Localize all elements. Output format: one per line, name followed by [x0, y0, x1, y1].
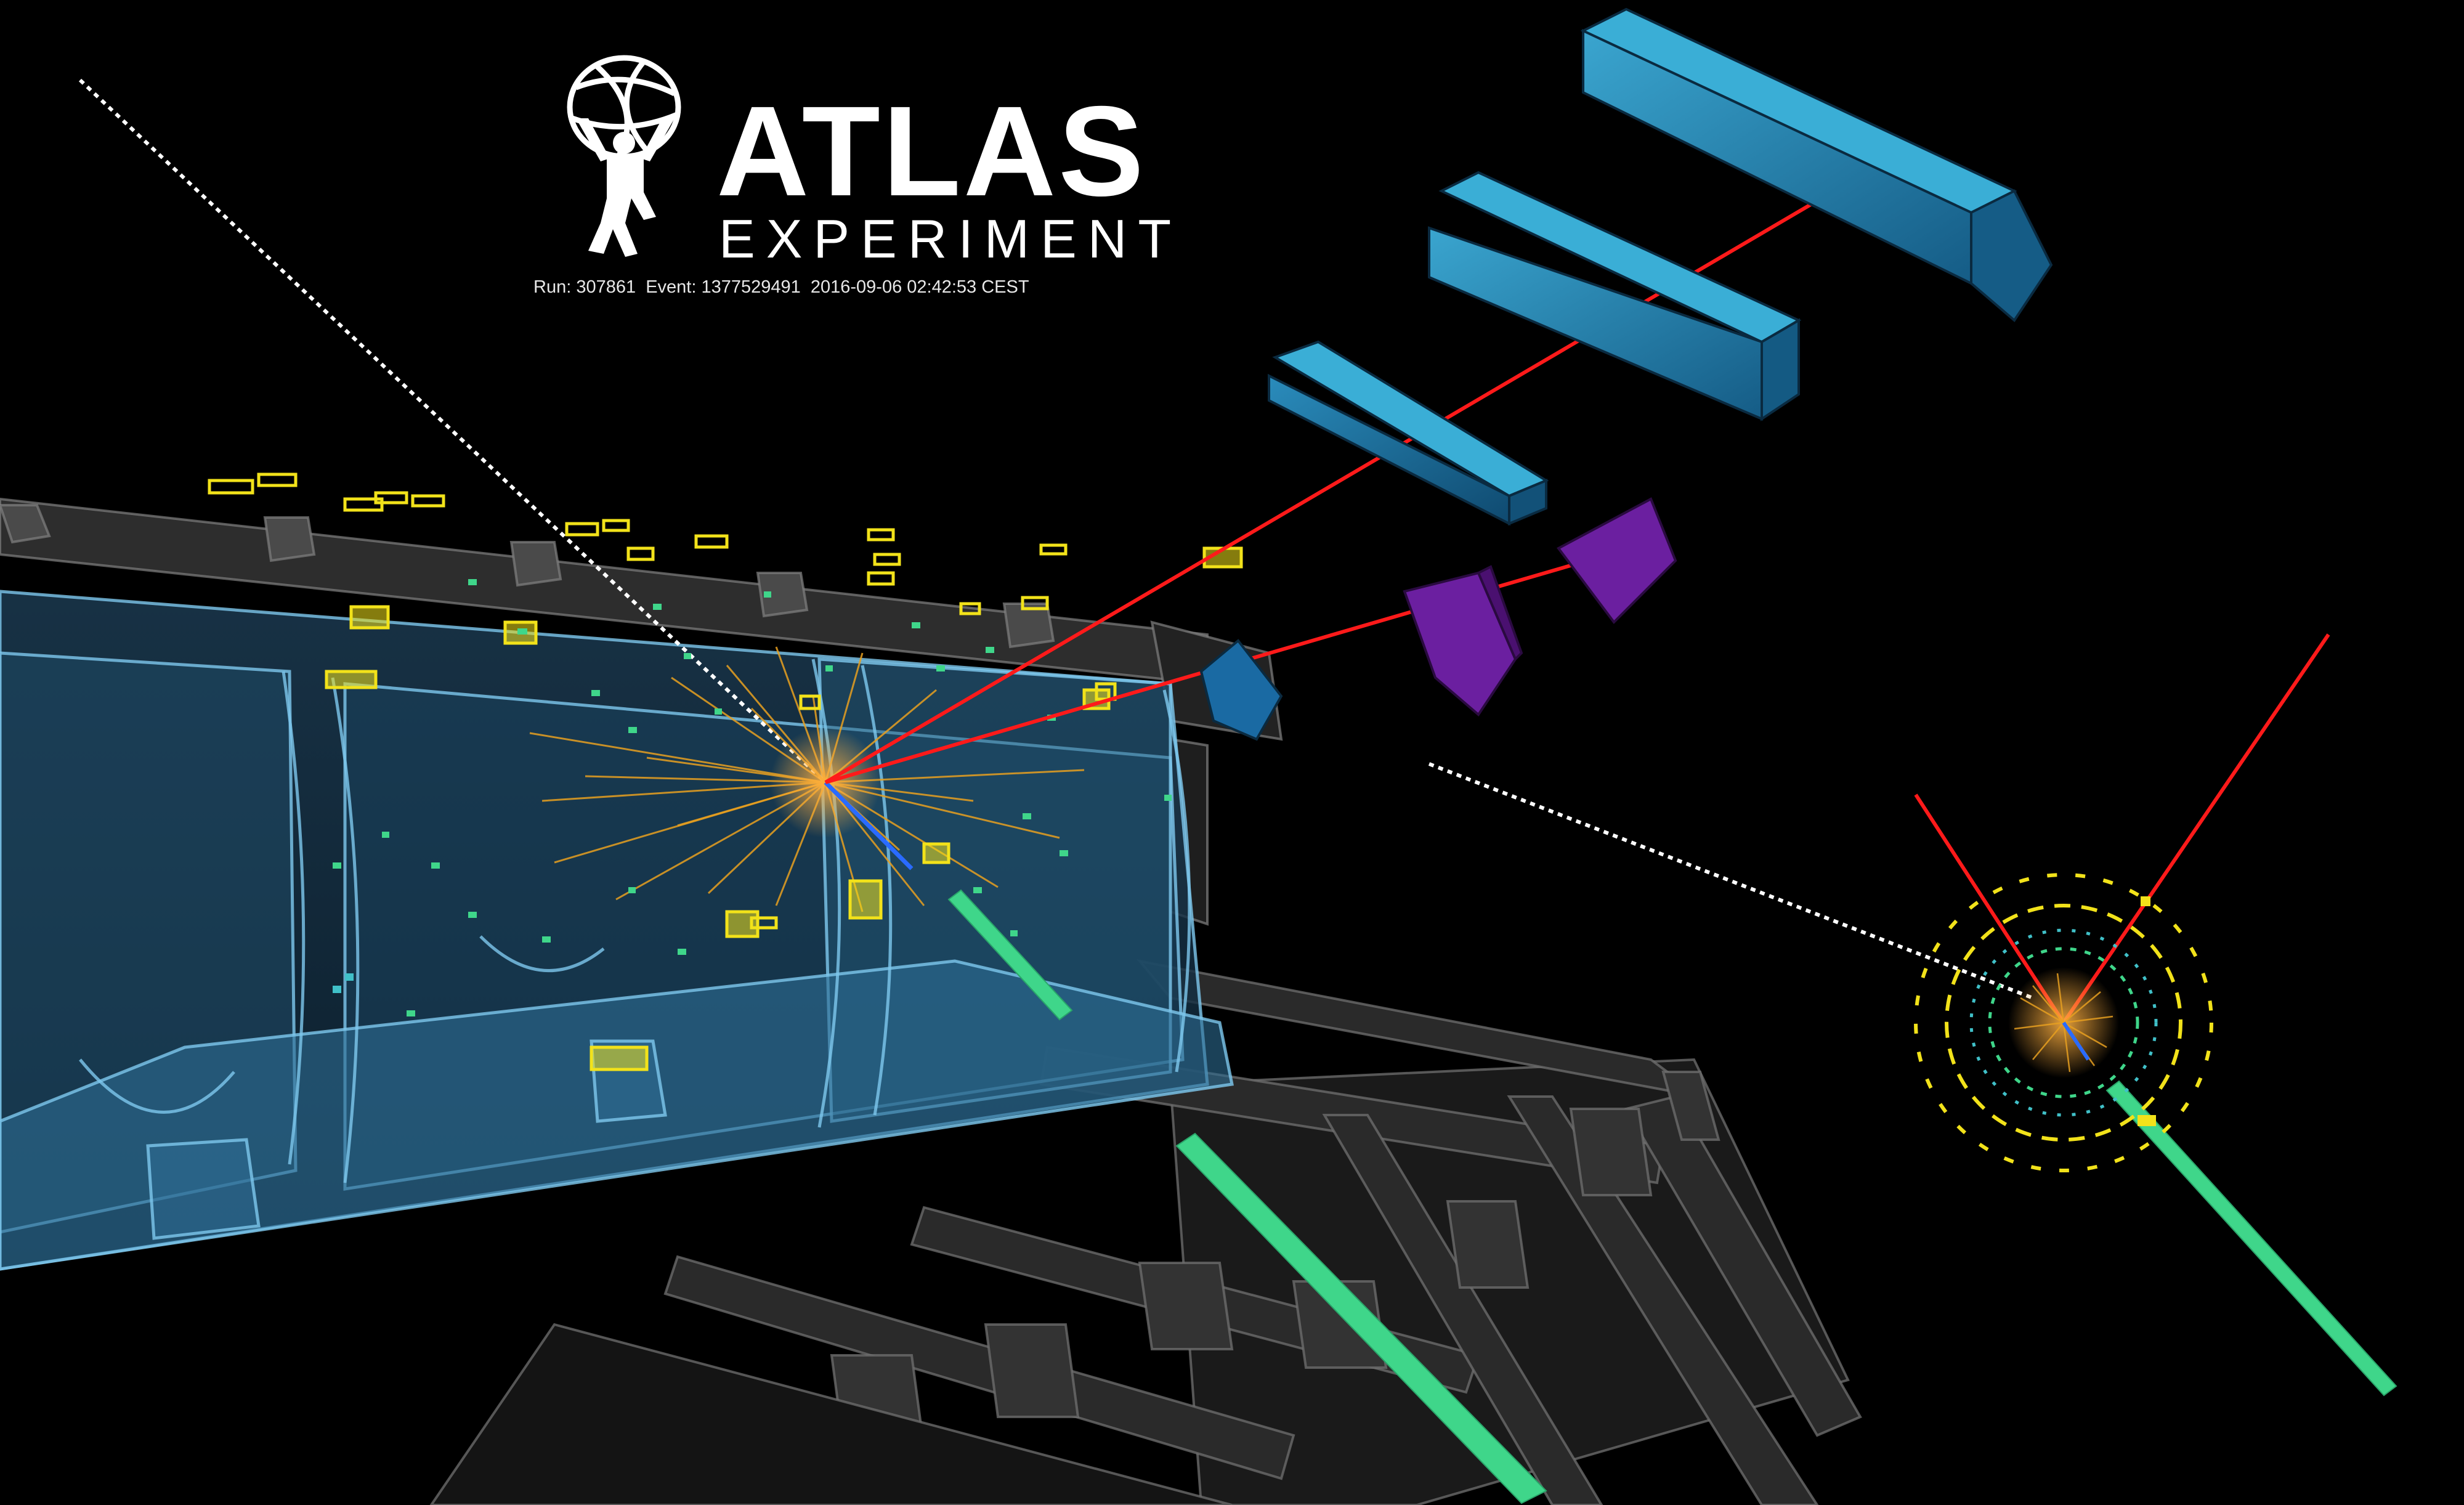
muon-chambers-barrel [1199, 7, 2053, 741]
muon-chamber-middle [1428, 171, 1802, 421]
muon-chambers-endcap [1403, 497, 1677, 716]
atlas-logo: ATLAS EXPERIMENT [551, 51, 1171, 309]
atlas-figure-icon [567, 55, 681, 257]
missing-energy-lines [78, 78, 2034, 1000]
inner-detector-hits [333, 579, 1172, 1016]
calorimeter-deposits [208, 473, 1243, 1071]
jet-energy-towers [947, 889, 2397, 1504]
muon-tracks [824, 195, 2330, 1024]
logo-title: ATLAS [716, 80, 1146, 223]
muon-chamber-outer [1580, 7, 2053, 322]
muon-chamber-small [1199, 639, 1283, 741]
logo-subtitle: EXPERIMENT [719, 208, 1183, 269]
support-structure-lower [429, 959, 1862, 1505]
transverse-view [1914, 873, 2213, 1172]
blue-track [824, 781, 914, 870]
event-info-label: Run: 307861 Event: 1377529491 2016-09-06… [533, 277, 1029, 297]
muon-chamber-inner [1268, 340, 1549, 526]
calorimeter-barrel [0, 590, 1234, 1271]
